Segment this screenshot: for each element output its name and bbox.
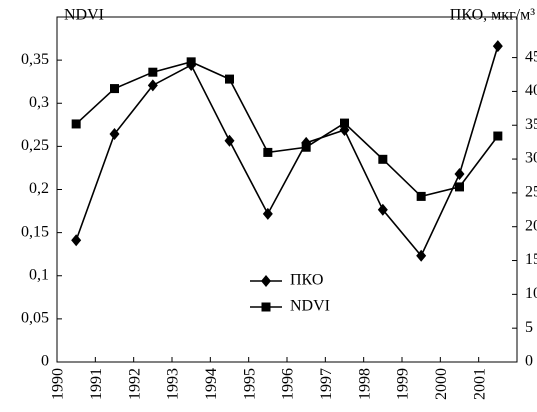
y-tick-label: 0,05 (21, 310, 49, 327)
y2-tick-label: 40 (525, 82, 537, 99)
y-tick-label: 0,2 (29, 180, 49, 197)
y-tick-label: 0,1 (29, 266, 49, 283)
y2-tick-label: 35 (525, 116, 537, 133)
series-line (75, 61, 499, 198)
x-tick-label: 1999 (395, 368, 412, 400)
point (301, 142, 311, 152)
x-tick-label: 1992 (126, 368, 143, 400)
point (71, 234, 82, 247)
point (454, 167, 465, 180)
x-tick-label: 1995 (241, 368, 258, 400)
y-axis-label: NDVI (64, 7, 104, 24)
y2-tick-label: 30 (525, 150, 537, 167)
x-tick-label: 2000 (433, 368, 450, 400)
x-tick-label: 1994 (203, 368, 220, 400)
point (378, 154, 388, 164)
point (377, 203, 388, 216)
y-tick-label: 0,25 (21, 137, 49, 154)
y2-tick-label: 5 (525, 319, 533, 336)
x-tick-label: 1998 (356, 368, 373, 400)
y2-tick-label: 0 (525, 353, 533, 370)
y-tick-label: 0 (41, 353, 49, 370)
y2-tick-label: 20 (525, 217, 537, 234)
point (71, 119, 81, 129)
y-tick-label: 0,3 (29, 94, 49, 111)
x-tick-label: 1990 (50, 368, 67, 400)
point (263, 147, 273, 157)
legend-label: NDVI (290, 298, 330, 315)
x-tick-label: 1997 (318, 368, 335, 400)
point (492, 40, 503, 53)
x-tick-label: 2001 (471, 368, 488, 400)
x-tick-label: 1996 (280, 368, 297, 400)
y2-tick-label: 45 (525, 48, 537, 65)
y2-tick-label: 25 (525, 184, 537, 201)
point (224, 134, 235, 147)
y2-axis-label: ПКО, мкг/м³ (450, 7, 535, 24)
y-tick-label: 0,15 (21, 223, 49, 240)
legend-label: ПКО (290, 272, 323, 289)
point (225, 74, 234, 84)
point (340, 118, 349, 128)
point (262, 207, 273, 220)
point (416, 249, 427, 262)
point (147, 79, 158, 92)
point (109, 128, 120, 141)
x-tick-label: 1993 (165, 368, 182, 400)
x-tick-label: 1991 (88, 368, 105, 400)
y2-tick-label: 10 (525, 285, 537, 302)
point (148, 67, 158, 77)
legend-marker (261, 275, 271, 287)
point (110, 84, 119, 94)
point (455, 182, 464, 192)
y2-tick-label: 15 (525, 251, 537, 268)
point (186, 57, 196, 67)
point (493, 131, 503, 141)
legend-marker (261, 302, 271, 312)
y-tick-label: 0,35 (21, 51, 49, 68)
point (416, 191, 426, 201)
series-line (75, 45, 499, 258)
